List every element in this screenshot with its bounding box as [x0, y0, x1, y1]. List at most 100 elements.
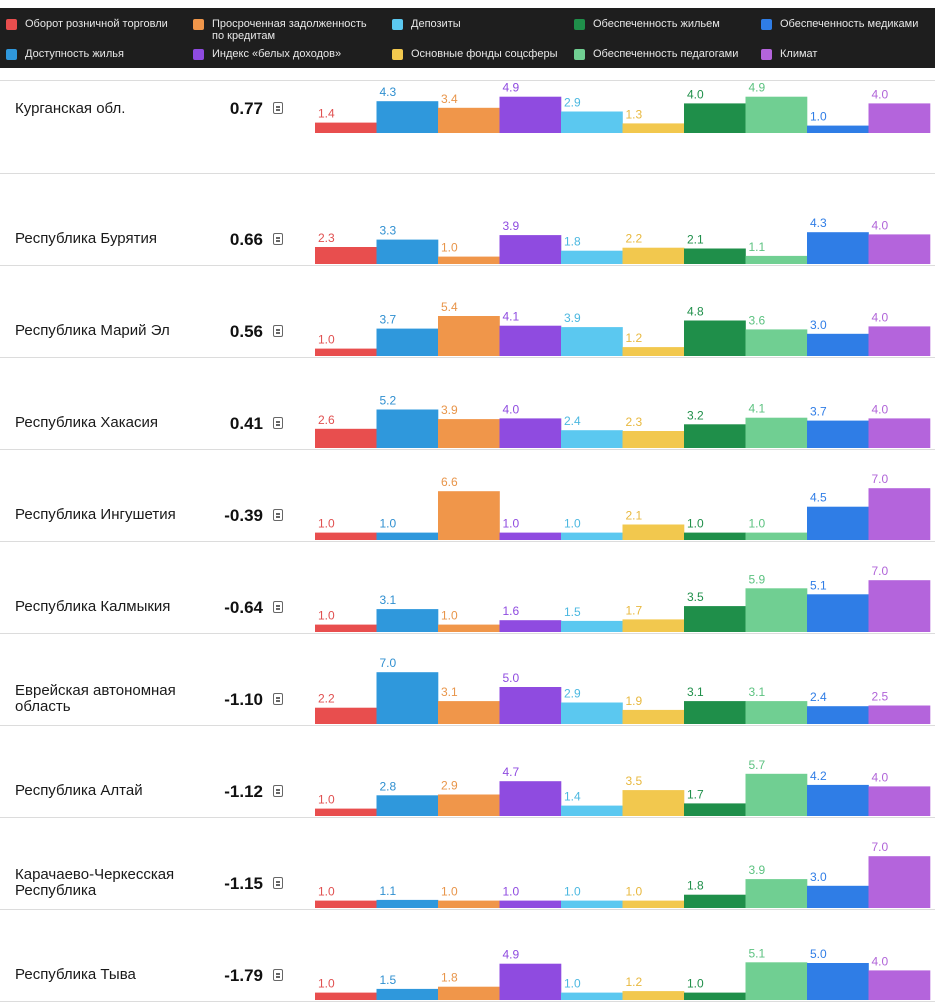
- region-row: Республика Хакасия 0.41 2.6 5.2 3.9 4.0 2.4 2.3…: [0, 357, 935, 450]
- details-icon[interactable]: [273, 102, 283, 114]
- region-score: 0.66: [229, 230, 263, 249]
- details-icon[interactable]: [273, 417, 283, 429]
- bar-value-label: 4.7: [503, 765, 520, 779]
- legend-label: Оборот розничной торговли: [25, 18, 168, 30]
- bar: [438, 624, 500, 632]
- legend-label: Просроченная задолженность по кредитам: [212, 18, 367, 42]
- region-row: Республика Алтай -1.12 1.0 2.8 2.9 4.7 1.4 3.5 1…: [0, 725, 935, 818]
- legend-swatch: [761, 19, 772, 30]
- legend-swatch: [6, 49, 17, 60]
- bar-value-label: 4.0: [872, 402, 889, 416]
- bar-value-label: 4.0: [872, 218, 889, 232]
- region-score: -0.64: [224, 598, 263, 617]
- region-score: 0.56: [229, 322, 263, 341]
- bar: [376, 409, 439, 448]
- bar-value-label: 1.5: [380, 973, 397, 987]
- bar: [807, 232, 869, 264]
- bar-value-label: 7.0: [380, 656, 397, 670]
- bar-value-label: 1.5: [564, 605, 581, 619]
- bar: [807, 506, 869, 540]
- details-icon[interactable]: [273, 785, 283, 797]
- bar-value-label: 4.2: [810, 769, 827, 783]
- bar: [499, 96, 562, 133]
- details-icon[interactable]: [273, 693, 283, 705]
- details-icon[interactable]: [273, 233, 283, 245]
- bar: [622, 347, 685, 356]
- bar: [622, 991, 685, 1000]
- bar-value-label: 5.0: [503, 671, 520, 685]
- details-icon[interactable]: [273, 509, 283, 521]
- bar: [868, 580, 931, 632]
- region-row: Республика Бурятия 0.66 2.3 3.3 1.0 3.9 1.8 2.2…: [0, 173, 935, 266]
- bar: [315, 428, 377, 448]
- bar: [499, 620, 562, 632]
- bar-value-label: 1.0: [318, 517, 335, 531]
- bar: [745, 532, 808, 540]
- bar-value-label: 1.7: [626, 603, 643, 617]
- region-score: 0.77: [229, 99, 263, 118]
- region-bar-chart: 1.0 1.0 6.6 1.0 1.0 2.1 1.0 1.0 4.5 7.0: [315, 472, 931, 540]
- bar-value-label: 1.0: [564, 885, 581, 899]
- legend-label: Обеспеченность медиками: [780, 18, 919, 30]
- bar: [561, 430, 623, 448]
- bar: [622, 709, 685, 724]
- region-score: -0.39: [224, 506, 263, 525]
- bar: [807, 125, 869, 133]
- bar: [376, 239, 439, 264]
- bar: [376, 101, 439, 133]
- bar: [376, 899, 439, 908]
- legend-label: Депозиты: [411, 18, 461, 30]
- details-icon[interactable]: [273, 601, 283, 613]
- bar-value-label: 3.1: [749, 685, 766, 699]
- bar: [868, 705, 931, 724]
- bar: [622, 123, 685, 133]
- bar: [438, 419, 500, 448]
- bar-value-label: 4.9: [749, 81, 766, 95]
- bar-value-label: 1.0: [318, 793, 335, 807]
- region-row: Еврейская автономная область -1.10 2.2 7.0 3…: [0, 633, 935, 726]
- region-name: Карачаево-Черкесская Республика: [15, 866, 175, 899]
- bar-value-label: 4.0: [872, 954, 889, 968]
- bar: [315, 532, 377, 540]
- bar-value-label: 4.5: [810, 491, 827, 505]
- bar-value-label: 2.9: [564, 96, 581, 110]
- bar: [868, 786, 931, 816]
- bar-value-label: 5.1: [810, 578, 827, 592]
- bar: [561, 620, 623, 632]
- bar: [622, 619, 685, 632]
- bar: [745, 962, 808, 1000]
- bar: [622, 431, 685, 448]
- bar: [561, 805, 623, 816]
- bar: [745, 255, 808, 264]
- region-row: Республика Марий Эл 0.56 1.0 3.7 5.4 4.1 3.9 1.…: [0, 265, 935, 358]
- bar: [807, 706, 869, 724]
- bar: [745, 879, 808, 908]
- bar-value-label: 1.0: [564, 977, 581, 991]
- bar: [684, 894, 746, 908]
- bar-value-label: 1.0: [318, 977, 335, 991]
- region-name: Республика Бурятия: [15, 230, 157, 247]
- bar-value-label: 3.9: [441, 403, 458, 417]
- legend-item: Основные фонды соцсферы: [392, 48, 557, 60]
- region-name: Республика Калмыкия: [15, 598, 171, 615]
- details-icon[interactable]: [273, 877, 283, 889]
- legend-swatch: [574, 19, 585, 30]
- legend-swatch: [392, 19, 403, 30]
- legend-swatch: [761, 49, 772, 60]
- bar-value-label: 1.0: [318, 885, 335, 899]
- bar: [684, 424, 746, 448]
- bar: [315, 348, 377, 356]
- bar: [684, 320, 746, 356]
- bar-value-label: 1.2: [626, 975, 643, 989]
- bar-value-label: 1.0: [687, 517, 704, 531]
- bar: [499, 900, 562, 908]
- bar: [745, 417, 808, 448]
- bar: [807, 885, 869, 908]
- details-icon[interactable]: [273, 325, 283, 337]
- bar-value-label: 3.2: [687, 408, 704, 422]
- bar-value-label: 4.9: [503, 81, 520, 95]
- region-score: -1.15: [224, 874, 263, 893]
- legend-swatch: [392, 49, 403, 60]
- bar-value-label: 2.2: [626, 232, 643, 246]
- bar-value-label: 3.7: [380, 313, 397, 327]
